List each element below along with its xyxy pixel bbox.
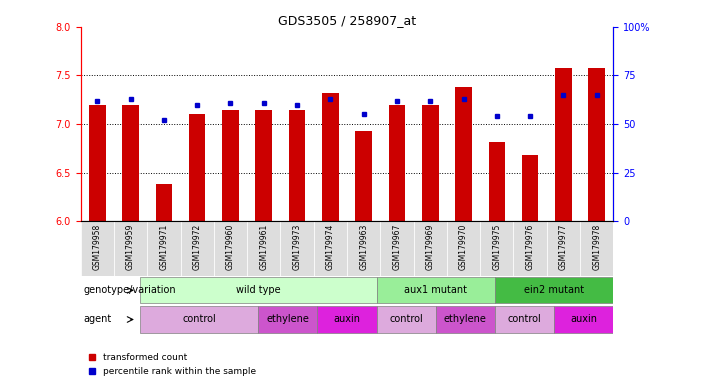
Text: control: control: [508, 314, 541, 324]
Bar: [547, 221, 580, 276]
Bar: [355, 131, 372, 221]
Bar: [495, 277, 613, 303]
Bar: [381, 221, 414, 276]
Text: wild type: wild type: [236, 285, 280, 295]
Text: genotype/variation: genotype/variation: [83, 285, 176, 295]
Text: agent: agent: [83, 314, 112, 324]
Text: GSM179969: GSM179969: [426, 224, 435, 270]
Text: GSM179970: GSM179970: [459, 224, 468, 270]
Bar: [347, 221, 381, 276]
Bar: [89, 105, 106, 221]
Bar: [255, 109, 272, 221]
Bar: [122, 105, 139, 221]
Bar: [139, 306, 258, 333]
Bar: [480, 221, 513, 276]
Bar: [289, 109, 306, 221]
Bar: [376, 306, 436, 333]
Text: GSM179975: GSM179975: [492, 224, 501, 270]
Text: GSM179967: GSM179967: [393, 224, 402, 270]
Text: auxin: auxin: [334, 314, 360, 324]
Bar: [588, 68, 605, 221]
Bar: [436, 306, 495, 333]
Bar: [322, 93, 339, 221]
Text: GSM179977: GSM179977: [559, 224, 568, 270]
Bar: [489, 142, 505, 221]
Text: ethylene: ethylene: [266, 314, 309, 324]
Text: GSM179960: GSM179960: [226, 224, 235, 270]
Title: GDS3505 / 258907_at: GDS3505 / 258907_at: [278, 14, 416, 27]
Bar: [495, 306, 554, 333]
Text: ein2 mutant: ein2 mutant: [524, 285, 584, 295]
Text: GSM179974: GSM179974: [326, 224, 335, 270]
Bar: [422, 105, 439, 221]
Text: GSM179972: GSM179972: [193, 224, 202, 270]
Bar: [554, 306, 613, 333]
Text: control: control: [182, 314, 216, 324]
Bar: [514, 221, 547, 276]
Bar: [181, 221, 214, 276]
Bar: [318, 306, 376, 333]
Bar: [247, 221, 280, 276]
Legend: transformed count, percentile rank within the sample: transformed count, percentile rank withi…: [85, 350, 260, 379]
Text: ethylene: ethylene: [444, 314, 486, 324]
Bar: [147, 221, 181, 276]
Bar: [139, 277, 376, 303]
Text: GSM179958: GSM179958: [93, 224, 102, 270]
Bar: [314, 221, 347, 276]
Bar: [522, 155, 538, 221]
Bar: [455, 87, 472, 221]
Bar: [81, 221, 114, 276]
Bar: [114, 221, 147, 276]
Bar: [414, 221, 447, 276]
Bar: [214, 221, 247, 276]
Text: GSM179978: GSM179978: [592, 224, 601, 270]
Bar: [189, 114, 205, 221]
Bar: [280, 221, 314, 276]
Bar: [555, 68, 572, 221]
Text: aux1 mutant: aux1 mutant: [404, 285, 468, 295]
Text: auxin: auxin: [571, 314, 597, 324]
Text: GSM179963: GSM179963: [359, 224, 368, 270]
Bar: [156, 184, 172, 221]
Bar: [376, 277, 495, 303]
Bar: [258, 306, 318, 333]
Text: GSM179976: GSM179976: [526, 224, 535, 270]
Text: control: control: [389, 314, 423, 324]
Bar: [447, 221, 480, 276]
Text: GSM179961: GSM179961: [259, 224, 268, 270]
Text: GSM179973: GSM179973: [292, 224, 301, 270]
Text: GSM179959: GSM179959: [126, 224, 135, 270]
Bar: [580, 221, 613, 276]
Bar: [388, 105, 405, 221]
Text: GSM179971: GSM179971: [159, 224, 168, 270]
Bar: [222, 109, 239, 221]
